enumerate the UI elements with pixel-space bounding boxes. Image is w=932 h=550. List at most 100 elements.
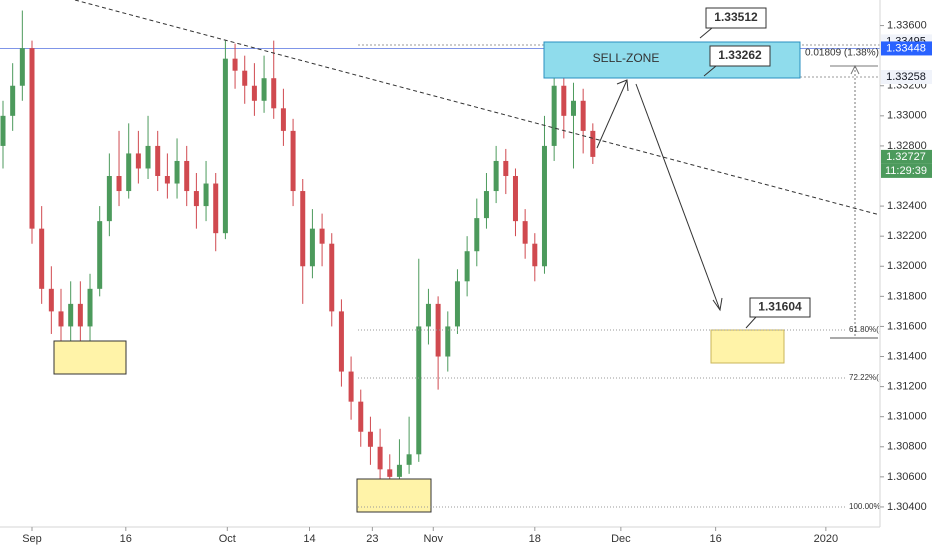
candle-body [377, 446, 383, 470]
candle-body [445, 326, 451, 357]
candle-body [164, 176, 170, 184]
candle-body [454, 281, 460, 327]
candle-body [532, 243, 538, 267]
candle [242, 55, 248, 104]
candle [522, 209, 528, 259]
candle-body [242, 70, 248, 86]
candle-body [435, 303, 441, 357]
candle-body [271, 78, 277, 109]
target-zone [710, 329, 785, 364]
candle [174, 138, 180, 199]
y-tick-label: 1.31200 [887, 381, 927, 393]
candle [541, 115, 547, 274]
x-tick-label: 16 [120, 533, 132, 545]
callout-label: 1.33512 [714, 10, 758, 24]
candle [39, 206, 45, 304]
candle-body [193, 191, 199, 207]
candle-body [309, 228, 315, 267]
price-label: 1.32727 [886, 151, 926, 163]
candle-body [251, 85, 257, 101]
candle-body [348, 371, 354, 402]
candle-body [474, 218, 480, 252]
price-label-box [881, 41, 932, 56]
support-zone [53, 340, 127, 375]
candle [348, 356, 354, 420]
candle [0, 100, 6, 169]
candle [48, 266, 54, 334]
arrow [596, 79, 723, 312]
x-tick-label: 2020 [814, 533, 838, 545]
candle-body [541, 145, 547, 267]
candle [329, 233, 335, 327]
candle-body [483, 191, 489, 219]
candle-body [116, 176, 122, 192]
candle [203, 160, 209, 222]
candle-body [551, 85, 557, 146]
candle [309, 209, 315, 279]
candle-body [329, 243, 335, 312]
candle-body [29, 48, 35, 229]
callout: 1.33262 [703, 45, 771, 77]
candle-body [222, 58, 228, 234]
candle [280, 88, 286, 146]
candle-body [68, 303, 74, 327]
x-tick-label: 23 [366, 533, 378, 545]
candle-body [493, 160, 499, 192]
candle [445, 311, 451, 372]
candle-body [0, 115, 6, 146]
candle [232, 43, 238, 89]
countdown-box [881, 163, 932, 178]
price-label: 1.33448 [886, 42, 926, 54]
y-tick-label: 1.33600 [887, 19, 927, 31]
candle-body [213, 183, 219, 234]
zone-label: SELL-ZONE [593, 51, 660, 65]
candle-body [425, 303, 431, 327]
y-axis-panel [880, 0, 932, 550]
callout-label: 1.31604 [758, 300, 802, 314]
candle-body [319, 228, 325, 244]
x-tick-label: Sep [22, 533, 42, 545]
candle [271, 40, 277, 119]
candle-body [503, 160, 509, 177]
candle [58, 288, 64, 349]
candle [116, 130, 122, 207]
y-tick-label: 1.32400 [887, 200, 927, 212]
candle-body [97, 221, 103, 289]
candle [474, 198, 480, 267]
candle [300, 179, 306, 304]
candle-body [522, 221, 528, 244]
candle [416, 258, 422, 462]
y-tick-label: 1.31600 [887, 320, 927, 332]
y-tick-label: 1.30400 [887, 501, 927, 513]
candle [338, 299, 344, 387]
candle-body [106, 176, 112, 222]
y-tick-label: 1.31800 [887, 290, 927, 302]
candle-body [39, 228, 45, 289]
candle-body [280, 108, 286, 131]
candle-body [580, 100, 586, 131]
y-tick-label: 1.32000 [887, 260, 927, 272]
candle-body [87, 288, 93, 327]
candle-body [77, 303, 83, 327]
fib-label: 72.22%(1.3 [849, 373, 890, 382]
candle-body [184, 160, 190, 192]
x-tick-label: Dec [611, 533, 631, 545]
candle [590, 123, 596, 164]
candle-body [406, 454, 412, 465]
x-tick-label: 16 [709, 533, 721, 545]
candle-body [261, 78, 267, 101]
fib-label: 61.80%(1.3 [849, 325, 890, 334]
candle-body [145, 145, 151, 169]
candle [155, 130, 161, 192]
candle [222, 40, 228, 240]
candle [135, 130, 141, 184]
trend-line [74, 0, 881, 216]
candle-body [570, 100, 576, 116]
countdown: 11:29:39 [885, 165, 927, 177]
candle [19, 10, 25, 101]
candle [570, 82, 576, 169]
y-tick-label: 1.33000 [887, 110, 927, 122]
candle-body [290, 130, 296, 192]
candle [184, 145, 190, 207]
